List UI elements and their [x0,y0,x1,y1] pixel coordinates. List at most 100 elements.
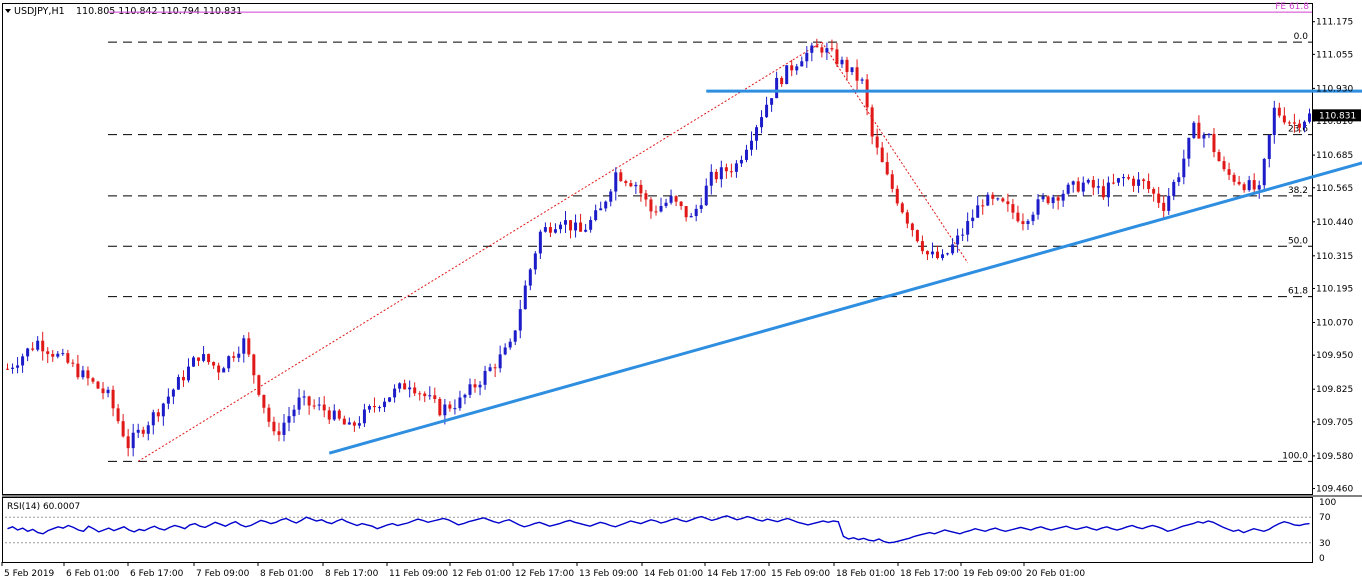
candle-body [393,388,397,398]
candle-body [654,211,658,213]
candle-body [1207,133,1211,136]
candle-body [1197,122,1201,139]
candle-body [865,79,869,108]
candle-body [900,203,904,213]
candle-body [1081,182,1085,192]
candle-body [1147,181,1151,190]
candle-body [1172,182,1176,196]
candle-body [1212,133,1216,153]
time-axis: 5 Feb 2019 6 Feb 01:00 6 Feb 17:00 7 Feb 09… [1,562,1085,579]
candle-body [217,365,221,373]
rsi-tick-label: 100 [1319,498,1336,508]
candle-body [669,196,673,203]
main-panel-frame [2,3,1313,495]
candle-body [408,387,412,390]
candle-body [131,432,135,449]
candle-body [101,388,105,394]
candle-body [513,330,517,342]
candle-body [548,227,552,233]
price-tick-label: 111.055 [1316,50,1353,60]
candle-body [850,67,854,73]
candle-body [176,376,180,390]
symbol-timeframe-label: USDJPY,H1 [14,6,65,17]
candle-body [1257,185,1261,190]
candle-body [941,254,945,259]
candle-body [694,208,698,216]
candle-body [1091,179,1095,188]
candle-body [1287,122,1291,124]
candle-body [227,356,231,369]
candle-body [66,353,70,363]
candle-body [372,406,376,408]
candle-body [966,221,970,235]
candle-body [604,201,608,209]
candle-body [458,397,462,409]
candle-body [287,416,291,423]
candle-body [880,147,884,163]
candle-body [599,208,603,211]
candle-body [1297,123,1301,128]
candle-body [1292,122,1296,124]
candle-body [1086,179,1090,183]
candle-body [1282,115,1286,123]
candle-body [986,194,990,206]
candle-body [564,220,568,225]
candle-body [232,356,236,358]
price-tick-label: 110.195 [1316,284,1353,294]
candle-body [307,396,311,406]
candle-body [257,375,261,395]
candle-body [181,376,185,381]
candle-body [619,172,623,182]
symbol-dropdown-icon[interactable] [5,9,11,13]
candle-body [347,422,351,425]
candle-body [1162,202,1166,211]
candle-body [166,396,170,404]
candle-body [930,251,934,255]
candle-body [106,389,110,394]
candle-body [870,107,874,137]
candle-body [709,171,713,186]
candle-body [26,348,30,357]
candle-body [885,162,889,175]
candle-body [1121,177,1125,179]
candle-body [433,395,437,400]
rsi-tick-label: 0 [1319,554,1325,564]
candle-body [1277,107,1281,116]
candle-body [282,422,286,435]
candle-body [428,395,432,397]
candle-body [252,354,256,376]
candle-body [800,61,804,67]
fibonacci-diagonals [137,41,969,462]
candle-body [744,149,748,160]
time-tick-label: 8 Feb 01:00 [260,569,314,579]
candle-body [679,201,683,207]
candle-body [1127,177,1131,179]
candle-body [719,167,723,180]
candle-body [795,66,799,71]
candle-body [659,205,663,212]
time-tick-label: 18 Feb 01:00 [836,569,895,579]
candle-body [523,285,527,310]
candle-body [21,356,25,366]
support-trendline [328,161,1362,455]
candle-body [699,205,703,209]
candle-body [483,370,487,385]
candle-body [197,357,201,361]
price-tick-label: 109.825 [1316,385,1353,395]
time-tick-label: 8 Feb 17:00 [325,569,379,579]
candle-body [51,353,55,357]
candle-body [1272,107,1276,136]
rsi-line [7,515,1310,544]
candle-body [16,365,20,368]
price-tick-label: 110.565 [1316,184,1353,194]
candle-body [367,406,371,410]
fib-diagonal-line [821,41,969,263]
price-tick-label: 109.580 [1316,452,1353,462]
current-price-box [1313,109,1361,122]
candle-body [388,397,392,402]
fib-level-label: 50.0 [1288,236,1308,246]
candle-body [418,393,422,395]
candle-body [689,215,693,218]
candle-body [915,230,919,242]
candle-body [1247,180,1251,191]
